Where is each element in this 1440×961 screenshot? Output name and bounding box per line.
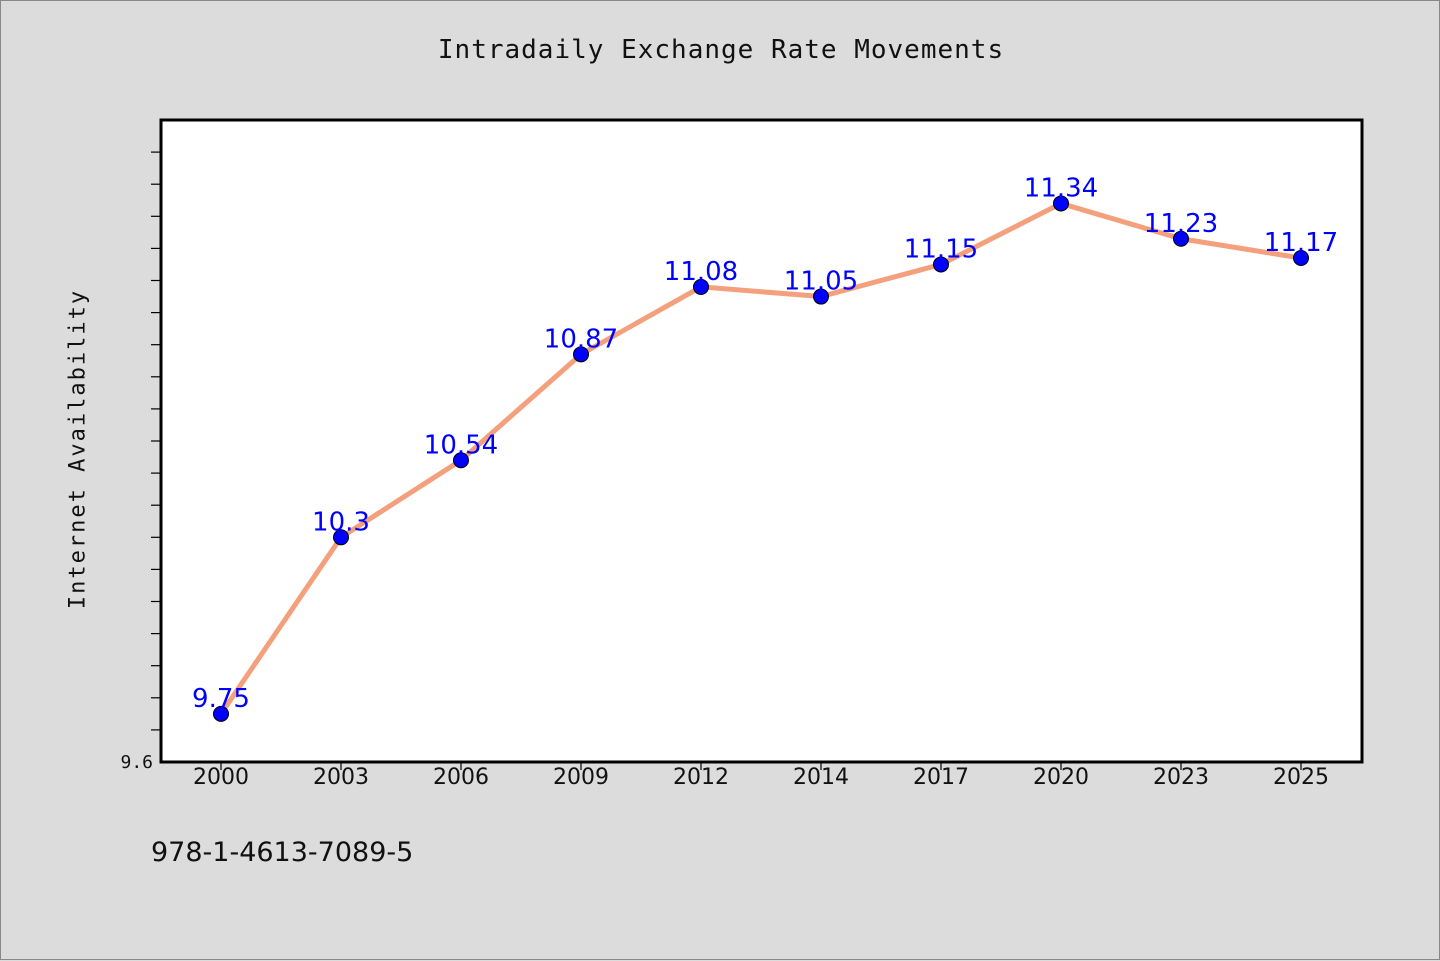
data-label: 11.17: [1264, 228, 1338, 258]
x-tick-label: 2017: [913, 765, 969, 790]
x-tick-label: 2003: [313, 765, 369, 790]
data-label: 10.54: [424, 430, 498, 460]
data-point: [813, 288, 829, 305]
x-tick-label: 2014: [793, 765, 849, 790]
y-tick-label: 9.6: [120, 752, 153, 773]
y-axis-ticks: 9.6: [120, 151, 161, 773]
data-point: [1293, 250, 1309, 267]
data-markers: [213, 195, 1309, 722]
data-label: 9.75: [192, 684, 250, 714]
data-point: [1173, 230, 1189, 247]
plot-area: [159, 118, 1364, 764]
data-point: [933, 256, 949, 273]
x-tick-label: 2000: [193, 765, 249, 790]
data-labels: 9.75 10.3 10.54 10.87 11.08 11.05 11.15 11.34 11…: [192, 173, 1338, 713]
chart-title: Intradaily Exchange Rate Movements: [437, 35, 1005, 65]
x-axis-ticks: 2000 2003 2006 2009 2012 2014 2017 2020 2023 2025: [193, 762, 1329, 790]
data-label: 11.05: [784, 267, 858, 297]
x-tick-label: 2023: [1153, 765, 1209, 790]
footer-code: 978-1-4613-7089-5: [151, 837, 414, 868]
series-line: [218, 200, 1304, 717]
data-label: 11.08: [664, 257, 738, 287]
x-tick-label: 2020: [1033, 765, 1089, 790]
data-label: 10.87: [544, 324, 618, 354]
x-tick-label: 2009: [553, 765, 609, 790]
data-label: 11.15: [904, 234, 978, 264]
x-tick-label: 2006: [433, 765, 489, 790]
data-point: [213, 705, 229, 722]
data-point: [453, 452, 469, 469]
data-label: 11.23: [1144, 209, 1218, 239]
data-point: [693, 278, 709, 295]
x-tick-label: 2025: [1273, 765, 1329, 790]
data-label: 11.34: [1024, 173, 1098, 203]
data-point: [1053, 195, 1069, 212]
x-tick-label: 2012: [673, 765, 729, 790]
data-point: [333, 529, 349, 546]
data-label: 10.3: [312, 507, 370, 537]
data-point: [573, 346, 589, 363]
